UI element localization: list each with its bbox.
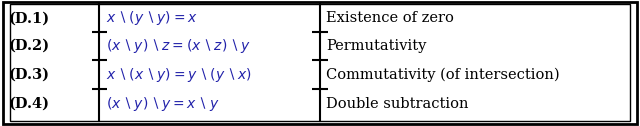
Text: (D.4): (D.4) — [8, 97, 49, 111]
Text: $x \setminus (x \setminus y) = y \setminus (y \setminus x)$: $x \setminus (x \setminus y) = y \setmin… — [106, 66, 252, 84]
Text: $(x \setminus y) \setminus z = (x \setminus z) \setminus y$: $(x \setminus y) \setminus z = (x \setmi… — [106, 37, 251, 55]
Text: Commutativity (of intersection): Commutativity (of intersection) — [326, 68, 560, 82]
Text: Permutativity: Permutativity — [326, 39, 427, 53]
Text: $(x \setminus y) \setminus y = x \setminus y$: $(x \setminus y) \setminus y = x \setmin… — [106, 95, 220, 113]
Text: Double subtraction: Double subtraction — [326, 97, 469, 111]
Text: (D.3): (D.3) — [8, 68, 49, 82]
Text: Existence of zero: Existence of zero — [326, 11, 454, 25]
Text: (D.1): (D.1) — [8, 11, 49, 25]
Text: (D.2): (D.2) — [8, 39, 49, 53]
Text: $x \setminus (y \setminus y) = x$: $x \setminus (y \setminus y) = x$ — [106, 9, 197, 27]
